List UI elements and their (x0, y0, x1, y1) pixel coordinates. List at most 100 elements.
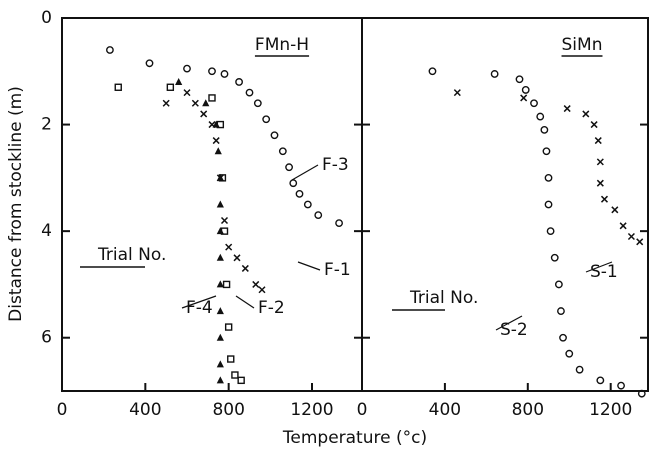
point (335, 219, 343, 228)
point (114, 83, 122, 91)
point (542, 147, 551, 156)
point (166, 83, 175, 91)
point (540, 125, 549, 134)
point (208, 67, 216, 76)
x-tick-label: 800 (212, 400, 244, 420)
x-tick-label: 1200 (290, 400, 333, 420)
point (544, 200, 553, 209)
point (490, 70, 499, 78)
point (237, 376, 245, 385)
point (162, 99, 170, 107)
x-tick-label: 800 (512, 400, 544, 420)
label-leader (291, 164, 319, 181)
point (617, 381, 625, 390)
point (222, 280, 231, 289)
series-label: F-3 (322, 155, 349, 175)
point (216, 307, 224, 315)
x-tick-label: 1200 (589, 400, 632, 420)
annotation: Trial No. (409, 288, 478, 308)
panel-title: FMn-H (255, 35, 309, 55)
label-leader (495, 315, 523, 331)
point (216, 227, 224, 235)
point (216, 280, 224, 288)
point (636, 238, 644, 246)
y-axis-label: Distance from stockline (m) (6, 86, 26, 322)
y-tick-label: 6 (41, 328, 52, 348)
point (183, 64, 191, 73)
point (530, 99, 538, 108)
point (453, 89, 461, 97)
point (520, 94, 528, 102)
point (200, 110, 208, 118)
point (544, 173, 553, 182)
x-axis-label: Temperature (°c) (282, 428, 427, 448)
point (231, 371, 239, 379)
point (235, 78, 243, 86)
point (224, 323, 233, 331)
point (270, 131, 279, 140)
label-leader (585, 261, 613, 273)
point (515, 75, 524, 84)
point (233, 254, 241, 262)
y-tick-label: 0 (41, 8, 52, 28)
series-label: S-1 (590, 262, 618, 282)
point (220, 70, 229, 78)
point (536, 112, 545, 121)
point (216, 173, 224, 181)
point (106, 46, 114, 54)
point (554, 280, 563, 289)
point (191, 99, 199, 107)
point (546, 227, 555, 236)
point (216, 333, 224, 341)
point (216, 376, 224, 384)
point (559, 333, 567, 342)
point (590, 121, 598, 129)
point (314, 211, 323, 220)
point (183, 89, 191, 97)
series-label: F-4 (186, 298, 213, 318)
point (145, 59, 154, 68)
point (175, 77, 183, 85)
label-leader (235, 295, 255, 309)
point (557, 307, 565, 315)
series-label: F-2 (258, 298, 285, 318)
point (258, 286, 266, 294)
panel-title: SiMn (562, 35, 603, 55)
x-tick-label: 400 (429, 400, 461, 420)
series-label: F-1 (324, 260, 351, 280)
point (596, 179, 604, 187)
point (563, 105, 571, 113)
y-tick-label: 2 (41, 115, 52, 135)
series-label: S-2 (500, 320, 528, 340)
point (252, 280, 260, 288)
point (582, 110, 590, 118)
point (637, 389, 646, 398)
label-leader (181, 295, 217, 309)
point (600, 195, 609, 203)
point (208, 94, 216, 102)
point (596, 158, 604, 166)
point (565, 349, 574, 358)
point (227, 355, 235, 363)
x-tick-label: 0 (57, 400, 68, 420)
point (216, 200, 224, 208)
y-tick-label: 4 (41, 221, 52, 241)
point (627, 232, 635, 241)
point (619, 222, 627, 230)
point (594, 137, 602, 145)
point (212, 120, 220, 128)
point (241, 264, 249, 272)
annotation: Trial No. (97, 245, 166, 265)
point (295, 189, 304, 198)
point (262, 115, 271, 124)
x-tick-label: 400 (129, 400, 161, 420)
point (428, 67, 437, 76)
point (216, 360, 224, 368)
point (214, 147, 222, 155)
point (220, 216, 229, 225)
point (289, 179, 298, 188)
point (202, 99, 210, 107)
panel-frame (361, 17, 649, 392)
point (596, 376, 605, 385)
